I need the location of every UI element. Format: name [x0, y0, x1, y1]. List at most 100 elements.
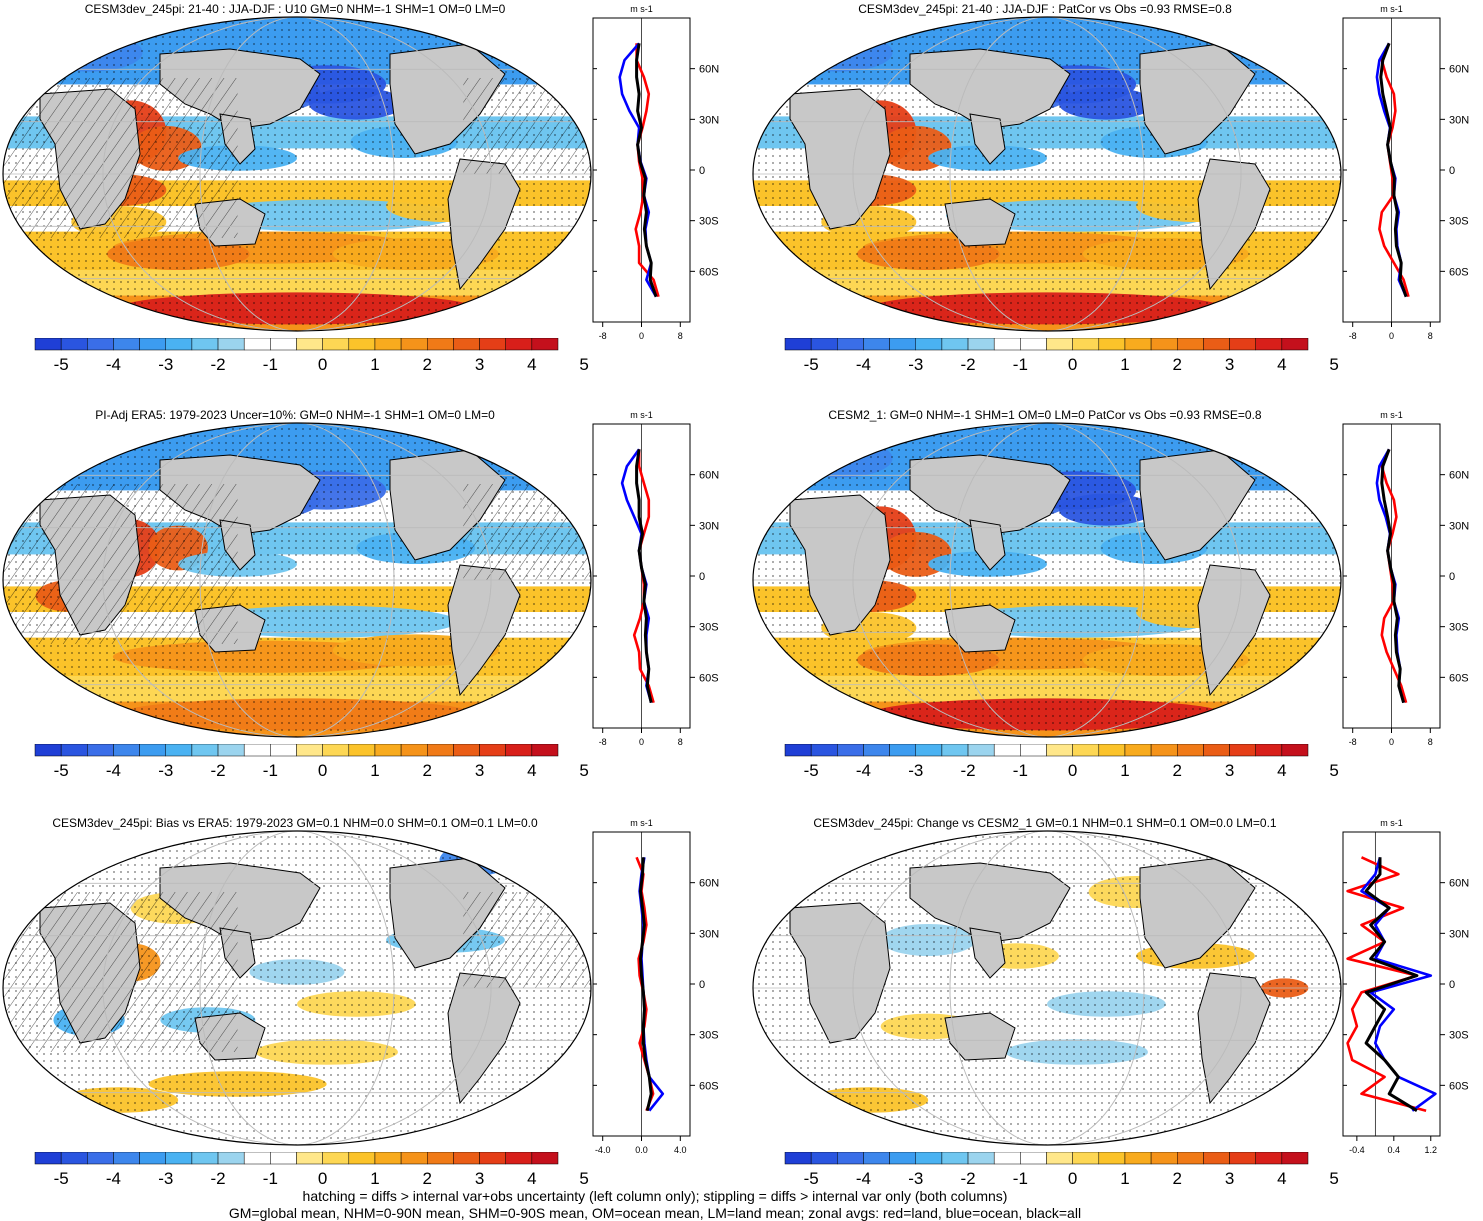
x-tick-label: 8	[678, 331, 683, 341]
colorbar-swatch	[1098, 744, 1126, 757]
colorbar-swatch	[270, 744, 297, 757]
colorbar-swatch	[531, 1152, 559, 1165]
land-mass	[789, 88, 891, 230]
colorbar-label: 0	[318, 761, 327, 780]
colorbar-swatch	[1020, 1152, 1047, 1165]
colorbar-label: 5	[579, 1169, 588, 1188]
colorbar-swatch	[34, 1152, 62, 1165]
colorbar-swatch	[967, 338, 995, 351]
lat-tick-label: 30N	[699, 520, 719, 532]
colorbar-label: -2	[960, 761, 975, 780]
colorbar-label: 3	[1225, 355, 1234, 374]
land-mass	[969, 113, 1006, 165]
colorbar-swatch	[139, 338, 167, 351]
colorbar-swatch	[1281, 744, 1309, 757]
units-label: m s-1	[630, 410, 653, 420]
colorbar-swatch	[139, 744, 167, 757]
colorbar-swatch	[1124, 338, 1152, 351]
colorbar-swatch	[296, 1152, 323, 1165]
zonal-series-land	[634, 43, 660, 298]
land-mass	[1139, 449, 1256, 561]
colorbar-swatch	[1229, 744, 1256, 757]
colorbar-swatch	[87, 338, 114, 351]
land-mass	[944, 198, 1016, 247]
land-mass	[789, 902, 891, 1044]
units-label: m s-1	[630, 4, 653, 14]
colorbar-swatch	[1177, 744, 1204, 757]
colorbar-swatch	[1072, 338, 1100, 351]
colorbar-swatch	[322, 338, 350, 351]
colorbar-swatch	[1177, 1152, 1204, 1165]
colorbar-swatch	[505, 338, 533, 351]
map-field	[753, 831, 1341, 1145]
panel-f: CESM3dev_245pi: Change vs CESM2_1 GM=0.1…	[750, 814, 1483, 1214]
lat-tick-label: 0	[699, 165, 705, 177]
colorbar-label: -2	[210, 761, 225, 780]
colorbar-swatch	[348, 338, 376, 351]
colorbar-label: 3	[1225, 1169, 1234, 1188]
land-mass	[1139, 43, 1256, 155]
colorbar-swatch	[217, 744, 245, 757]
colorbar-swatch	[1150, 744, 1178, 757]
colorbar-swatch	[889, 338, 917, 351]
zonal-mean-plot: m s-1 60N 30N 0 30S 60S -8 0 8	[592, 4, 719, 341]
x-tick-label: 4.0	[674, 1145, 687, 1155]
zonal-mean-plot: m s-1 60N 30N 0 30S 60S -8 0 8	[592, 410, 719, 747]
panel-title: CESM3dev_245pi: 21-40 : JJA-DJF : U10 GM…	[84, 2, 506, 16]
lat-tick-label: 30N	[699, 114, 719, 126]
colorbar-swatch	[296, 338, 323, 351]
colorbar-label: -2	[210, 355, 225, 374]
x-tick-label: -8	[1349, 331, 1357, 341]
lat-tick-label: 30S	[1449, 216, 1469, 228]
colorbar-label: 3	[475, 355, 484, 374]
panel-title: CESM3dev_245pi: Bias vs ERA5: 1979-2023 …	[52, 816, 538, 830]
colorbar-swatch	[889, 1152, 917, 1165]
colorbar-label: 4	[1277, 761, 1286, 780]
colorbar-swatch	[863, 744, 890, 757]
colorbar-label: 4	[527, 1169, 536, 1188]
units-label: m s-1	[630, 818, 653, 828]
colorbar-swatch	[348, 1152, 376, 1165]
colorbar-label: -1	[1013, 761, 1028, 780]
colorbar-label: -1	[263, 761, 278, 780]
colorbar-label: 5	[1329, 761, 1338, 780]
colorbar-swatch	[941, 1152, 969, 1165]
colorbar-label: -4	[106, 761, 121, 780]
colorbar: -5 -4 -3 -2 -1 0 1 2 3 4 5	[784, 1152, 1339, 1188]
lat-tick-label: 60N	[1449, 470, 1469, 482]
colorbar-swatch	[837, 1152, 864, 1165]
graticule-line	[852, 831, 1242, 1145]
colorbar-swatch	[1046, 744, 1073, 757]
colorbar-swatch	[113, 338, 140, 351]
colorbar-swatch	[810, 338, 838, 351]
colorbar-swatch	[1150, 338, 1178, 351]
colorbar-swatch	[1229, 338, 1256, 351]
colorbar-label: 5	[1329, 355, 1338, 374]
lat-tick-label: 60S	[699, 266, 719, 278]
colorbar-label: -1	[1013, 355, 1028, 374]
colorbar-label: 0	[318, 355, 327, 374]
colorbar-swatch	[1150, 1152, 1178, 1165]
colorbar-swatch	[34, 338, 62, 351]
colorbar-swatch	[1255, 338, 1283, 351]
colorbar-swatch	[453, 1152, 480, 1165]
colorbar-swatch	[1020, 338, 1047, 351]
colorbar-label: 5	[1329, 1169, 1338, 1188]
colorbar-swatch	[810, 1152, 838, 1165]
panel-a: CESM3dev_245pi: 21-40 : JJA-DJF : U10 GM…	[0, 0, 740, 400]
graticule-line	[199, 423, 395, 737]
map-plot	[752, 830, 1342, 1146]
colorbar-label: -5	[54, 1169, 69, 1188]
lat-tick-label: 0	[699, 571, 705, 583]
lat-tick-label: 60S	[699, 672, 719, 684]
colorbar-swatch	[322, 1152, 350, 1165]
land-mass	[389, 857, 506, 969]
colorbar-swatch	[1098, 338, 1126, 351]
colorbar: -5 -4 -3 -2 -1 0 1 2 3 4 5	[34, 744, 589, 780]
graticule-line	[102, 831, 492, 1145]
land-mass	[969, 927, 1006, 979]
colorbar-swatch	[967, 1152, 995, 1165]
units-label: m s-1	[1380, 818, 1403, 828]
land-mass	[469, 21, 521, 50]
colorbar-swatch	[784, 338, 812, 351]
